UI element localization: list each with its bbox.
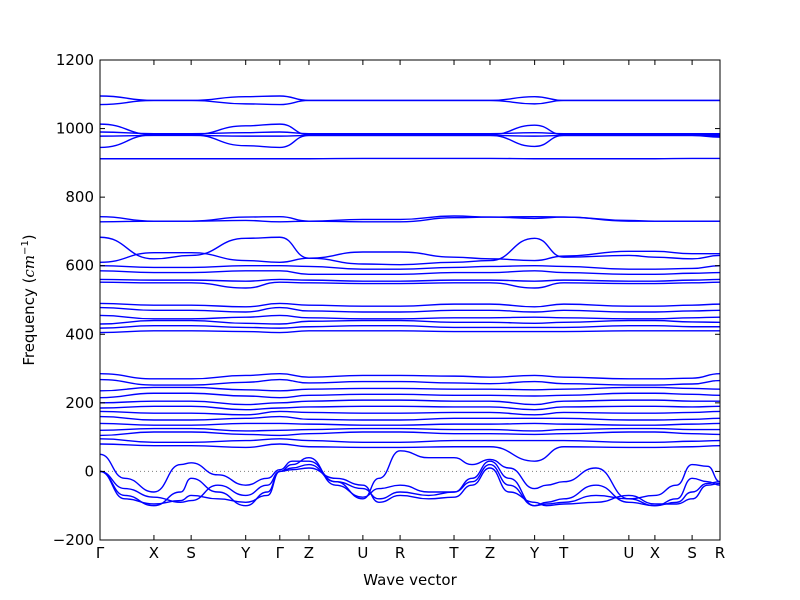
band-line-9 [99, 236, 721, 266]
x-tick-label: R [395, 544, 405, 562]
band-line-22 [99, 378, 721, 386]
x-tick-label: S [186, 544, 196, 562]
x-tick-label: X [650, 544, 660, 562]
y-tick-label: 200 [65, 394, 94, 412]
band-line-8 [99, 216, 720, 223]
x-tick-label: U [623, 544, 634, 562]
band-line-32 [99, 438, 721, 443]
x-axis-label: Wave vector [363, 571, 457, 589]
band-line-5 [99, 134, 721, 149]
x-tick-label: Z [304, 544, 314, 562]
x-tick-label: T [448, 544, 459, 562]
band-line-23 [99, 386, 721, 392]
band-line-36 [99, 463, 721, 507]
band-line-19 [99, 325, 720, 329]
band-line-15 [99, 302, 721, 308]
band-line-30 [99, 427, 720, 432]
band-line-24 [99, 392, 721, 399]
band-lines [99, 95, 721, 507]
x-tick-label: Y [240, 544, 251, 562]
x-tick-label: S [687, 544, 697, 562]
y-axis-label-suffix: ) [20, 234, 38, 240]
band-line-3 [99, 131, 720, 135]
band-line-14 [99, 281, 721, 289]
band-line-12 [99, 270, 721, 275]
band-line-10 [99, 250, 720, 263]
x-tick-label: T [558, 544, 569, 562]
band-line-18 [99, 319, 721, 325]
y-tick-label: 800 [65, 188, 94, 206]
band-line-1 [99, 99, 720, 106]
y-tick-label: −200 [53, 531, 94, 549]
y-axis-label-exponent: −1 [20, 240, 31, 255]
band-line-16 [99, 306, 721, 313]
x-tick-label: U [357, 544, 368, 562]
y-axis-label: Frequency (cm−1) [20, 234, 38, 365]
band-line-37 [99, 467, 721, 507]
band-line-11 [99, 265, 721, 270]
band-line-21 [99, 373, 721, 380]
band-line-27 [99, 410, 721, 416]
band-line-17 [99, 314, 721, 320]
x-tick-label: X [149, 544, 159, 562]
x-tick-label: Γ [96, 544, 105, 562]
band-line-29 [99, 422, 721, 426]
band-line-33 [99, 443, 721, 462]
y-tick-label: 400 [65, 325, 94, 343]
y-tick-label: 600 [65, 257, 94, 275]
band-line-35 [99, 457, 721, 507]
x-tick-label: Y [529, 544, 540, 562]
x-tick-label: R [715, 544, 725, 562]
y-axis-label-prefix: Frequency ( [20, 278, 38, 366]
y-axis-ticks: −200 0 200 400 600 800 1000 1200 [53, 51, 720, 549]
x-tick-label: Z [485, 544, 495, 562]
band-line-28 [99, 415, 721, 421]
y-tick-label: 1000 [56, 120, 94, 138]
band-line-13 [99, 278, 721, 282]
x-tick-label: Γ [276, 544, 285, 562]
band-line-25 [99, 399, 720, 406]
band-line-31 [99, 431, 721, 437]
band-line-26 [99, 405, 721, 411]
y-tick-label: 0 [84, 462, 94, 480]
plot-frame [99, 59, 721, 541]
band-line-20 [99, 330, 720, 334]
y-tick-label: 1200 [56, 51, 94, 69]
y-axis-label-unit: cm [20, 255, 38, 278]
